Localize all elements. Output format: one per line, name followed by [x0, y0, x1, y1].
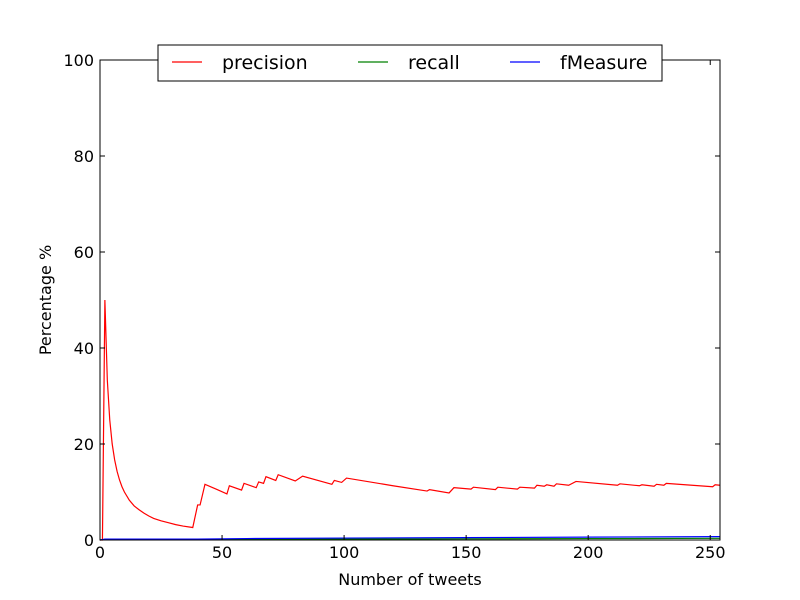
- series-line-fMeasure: [99, 536, 721, 541]
- y-axis-label: Percentage %: [36, 245, 55, 355]
- y-tick-label: 60: [74, 243, 94, 262]
- series-line-precision: [100, 299, 721, 541]
- y-tick-label: 20: [74, 435, 94, 454]
- x-tick-label: 50: [212, 543, 232, 562]
- y-tick-label: 80: [74, 147, 94, 166]
- x-tick-label: 100: [329, 543, 360, 562]
- legend-label-precision: precision: [222, 52, 308, 74]
- x-tick-label: 200: [573, 543, 604, 562]
- legend: precision recall fMeasure: [157, 44, 663, 82]
- legend-label-recall: recall: [408, 52, 460, 74]
- y-tick-label: 40: [74, 339, 94, 358]
- legend-box: [157, 44, 663, 82]
- x-tick-label: 150: [451, 543, 482, 562]
- y-tick-label: 100: [63, 51, 94, 70]
- y-tick-label: 0: [84, 531, 94, 550]
- x-axis-label: Number of tweets: [338, 570, 482, 589]
- x-tick-label: 0: [95, 543, 105, 562]
- ticks-layer: 0 50 100 150 200 250 0 20 40 60 80 100: [63, 51, 725, 562]
- x-tick-label: 250: [695, 543, 726, 562]
- legend-label-fMeasure: fMeasure: [560, 52, 647, 74]
